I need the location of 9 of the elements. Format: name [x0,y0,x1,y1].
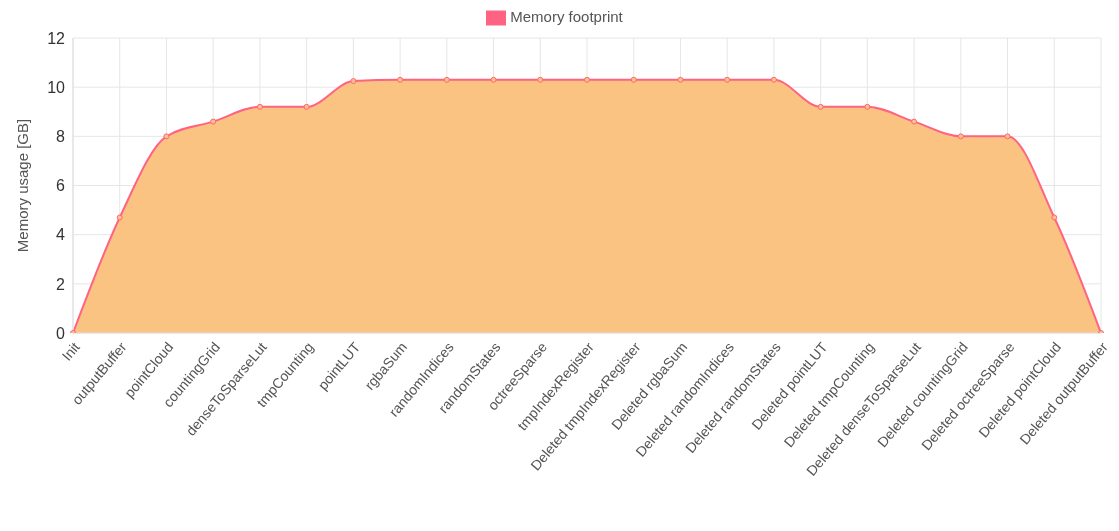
y-tick-label: 0 [56,324,66,342]
y-tick-label: 10 [47,78,66,96]
y-tick-label: 2 [56,275,66,293]
y-tick-label: 8 [56,128,66,146]
y-tick-label: 12 [47,29,66,47]
y-axis-title: Memory usage [GB] [14,118,32,253]
y-tick-label: 4 [56,226,66,244]
legend-label: Memory footprint [510,8,623,26]
y-tick-label: 6 [56,177,66,195]
